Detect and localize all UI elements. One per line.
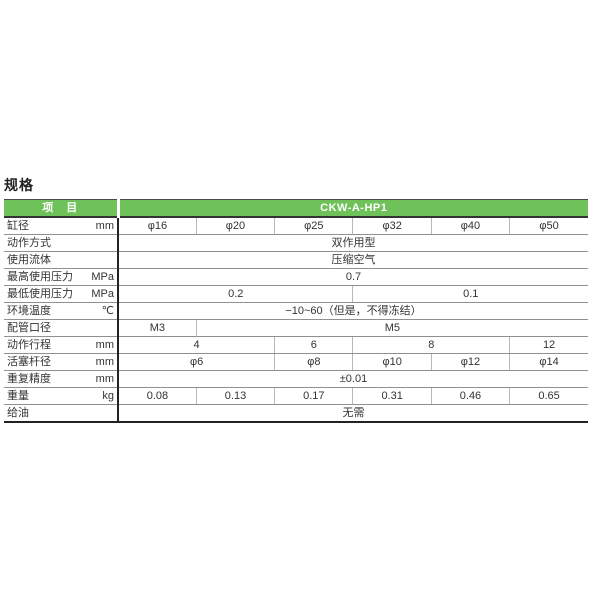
table-cell: φ12	[430, 353, 510, 371]
row-label: 活塞杆径	[7, 356, 51, 368]
table-cell: φ20	[195, 217, 275, 235]
table-cell: φ10	[352, 353, 432, 371]
row-unit: mm	[95, 356, 114, 368]
table-cell: 双作用型	[117, 234, 588, 252]
row-unit: ℃	[101, 305, 114, 317]
header-model-cell: CKW-A-HP1	[116, 199, 588, 218]
row-label: 重量	[7, 390, 29, 402]
row-label: 动作方式	[7, 237, 51, 249]
table-cell: 0.65	[509, 387, 588, 405]
table-cell: M5	[195, 319, 588, 337]
table-row: 配管口径 M3 M5	[4, 319, 588, 337]
table-row: 活塞杆径 mm φ6 φ8 φ10 φ12 φ14	[4, 353, 588, 371]
table-cell: ±0.01	[117, 370, 588, 388]
table-cell: 0.7	[117, 268, 588, 286]
table-cell: 8	[352, 336, 510, 354]
table-row: 缸径 mm φ16 φ20 φ25 φ32 φ40 φ50	[4, 217, 588, 235]
header-item-cell: 项 目	[4, 199, 118, 218]
table-row: 动作行程 mm 4 6 8 12	[4, 336, 588, 354]
table-cell: 0.17	[274, 387, 353, 405]
table-cell: φ25	[274, 217, 353, 235]
table-cell: 无需	[117, 404, 588, 422]
spec-table: 项 目 CKW-A-HP1 缸径 mm φ16 φ20 φ25 φ32 φ40 …	[4, 199, 588, 423]
table-row: 最高使用压力 MPa 0.7	[4, 268, 588, 286]
row-label: 使用流体	[7, 254, 51, 266]
table-cell: φ32	[352, 217, 432, 235]
table-cell: 4	[117, 336, 275, 354]
table-cell: φ8	[274, 353, 353, 371]
table-cell: 6	[274, 336, 353, 354]
table-cell: 0.2	[117, 285, 353, 303]
table-cell: −10~60（但是，不得冻结）	[117, 302, 588, 320]
table-cell: φ16	[116, 217, 197, 235]
table-cell: φ50	[509, 217, 588, 235]
table-row: 重复精度 mm ±0.01	[4, 370, 588, 388]
row-unit: mm	[95, 339, 114, 351]
table-cell: 0.46	[430, 387, 510, 405]
section-title: 规格	[4, 177, 34, 193]
table-header-row: 项 目 CKW-A-HP1	[4, 199, 588, 218]
table-row: 使用流体 压缩空气	[4, 251, 588, 269]
row-unit: mm	[95, 373, 114, 385]
row-unit: mm	[95, 220, 114, 232]
table-cell: φ6	[117, 353, 275, 371]
table-cell: 0.08	[116, 387, 197, 405]
table-cell: 压缩空气	[117, 251, 588, 269]
table-row: 最低使用压力 MPa 0.2 0.1	[4, 285, 588, 303]
row-label: 环境温度	[7, 305, 51, 317]
row-label: 重复精度	[7, 373, 51, 385]
spec-section: 规格 项 目 CKW-A-HP1 缸径 mm φ16 φ20 φ25 φ32 φ…	[4, 175, 588, 423]
row-label: 最高使用压力	[7, 271, 73, 283]
row-label: 动作行程	[7, 339, 51, 351]
row-unit: kg	[102, 390, 114, 402]
row-label: 配管口径	[7, 322, 51, 334]
table-cell: 0.1	[352, 285, 588, 303]
row-label: 给油	[7, 407, 29, 419]
table-cell: 0.13	[195, 387, 275, 405]
row-label: 最低使用压力	[7, 288, 73, 300]
table-row: 给油 无需	[4, 404, 588, 422]
row-unit: MPa	[91, 271, 114, 283]
table-cell: 12	[509, 336, 588, 354]
table-row: 重量 kg 0.08 0.13 0.17 0.31 0.46 0.65	[4, 387, 588, 405]
table-row: 动作方式 双作用型	[4, 234, 588, 252]
row-label: 缸径	[7, 220, 29, 232]
table-cell: φ40	[430, 217, 510, 235]
table-row: 环境温度 ℃ −10~60（但是，不得冻结）	[4, 302, 588, 320]
table-cell: M3	[116, 319, 197, 337]
row-unit: MPa	[91, 288, 114, 300]
table-cell: φ14	[509, 353, 588, 371]
table-cell: 0.31	[352, 387, 432, 405]
